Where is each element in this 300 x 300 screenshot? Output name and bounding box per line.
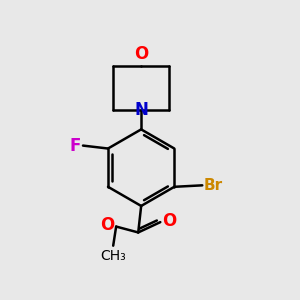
Text: N: N	[134, 101, 148, 119]
Text: O: O	[134, 44, 148, 62]
Text: Br: Br	[204, 178, 223, 193]
Text: F: F	[69, 136, 81, 154]
Text: O: O	[100, 216, 115, 234]
Text: O: O	[162, 212, 176, 230]
Text: CH₃: CH₃	[100, 249, 126, 263]
